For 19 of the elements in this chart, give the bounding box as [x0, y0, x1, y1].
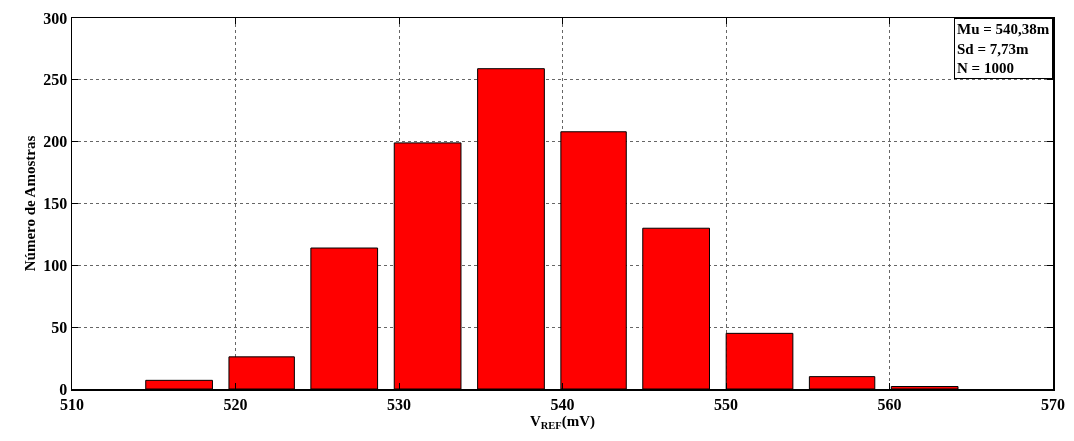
y-tick-label: 300 [43, 9, 68, 27]
x-tick-label: 570 [1041, 395, 1065, 413]
x-tick-label: 510 [60, 395, 84, 413]
x-tick-label: 530 [387, 395, 411, 413]
x-tick-label: 560 [877, 395, 902, 413]
annotation: Mu = 540,38m [957, 21, 1050, 37]
y-tick-label: 250 [43, 71, 68, 89]
annotation: Sd = 7,73m [957, 40, 1029, 57]
x-tick-label: 550 [714, 395, 738, 413]
y-axis-title: Número de Amostras [21, 135, 38, 272]
x-tick-label: 520 [223, 395, 248, 413]
y-tick-label: 0 [59, 380, 68, 398]
y-tick-label: 150 [43, 195, 68, 213]
x-tick-label: 540 [550, 395, 575, 413]
y-tick-label: 50 [51, 318, 68, 336]
y-tick-label: 100 [43, 256, 68, 274]
annotation: N = 1000 [957, 60, 1014, 76]
x-axis-title: V$_{REF}$(mV) [529, 412, 596, 431]
y-tick-label: 200 [43, 133, 68, 151]
